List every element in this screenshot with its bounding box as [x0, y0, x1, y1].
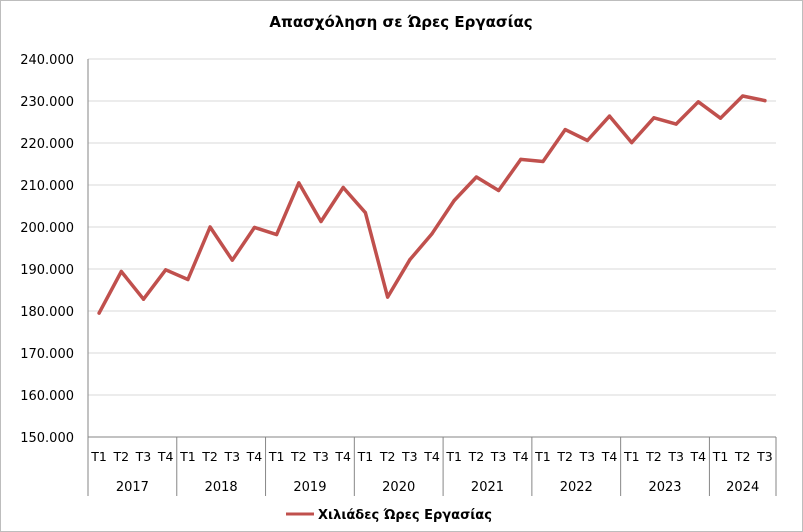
- x-tick-label: T3: [223, 449, 240, 464]
- x-tick-label: T3: [756, 449, 773, 464]
- data-point: [652, 116, 656, 120]
- data-point: [363, 211, 368, 215]
- y-tick-label: 170.000: [20, 347, 74, 362]
- x-tick-label: T2: [201, 449, 218, 464]
- data-point: [275, 232, 279, 237]
- data-point: [674, 122, 678, 126]
- chart-title: Απασχόληση σε Ώρες Εργασίας: [269, 13, 532, 31]
- x-tick-label: T3: [579, 449, 596, 464]
- x-tick-label: T4: [690, 449, 707, 464]
- year-label: 2023: [648, 480, 681, 495]
- x-tick-label: T3: [490, 449, 507, 464]
- year-label: 2019: [293, 480, 326, 495]
- series-line: [97, 94, 767, 315]
- y-tick-label: 180.000: [20, 305, 74, 320]
- y-tick-label: 200.000: [20, 221, 74, 236]
- x-tick-label: T2: [468, 449, 485, 464]
- data-point: [718, 116, 723, 120]
- data-point: [319, 219, 323, 224]
- y-tick-label: 230.000: [20, 95, 74, 110]
- data-point: [341, 185, 345, 190]
- data-point: [585, 138, 589, 143]
- x-tick-label: T3: [667, 449, 684, 464]
- data-point: [230, 258, 234, 262]
- data-point: [430, 232, 434, 236]
- x-tick-label: T2: [645, 449, 662, 464]
- x-tick-label: T1: [90, 449, 107, 464]
- data-point: [630, 140, 634, 145]
- x-tick-label: T4: [423, 449, 440, 464]
- x-tick-label: T2: [112, 449, 129, 464]
- year-label: 2017: [116, 480, 149, 495]
- data-point: [519, 157, 523, 161]
- x-tick-label: T1: [268, 449, 285, 464]
- year-label: 2022: [560, 480, 593, 495]
- data-point: [186, 277, 190, 282]
- data-point: [119, 269, 123, 274]
- x-tick-label: T1: [357, 449, 374, 464]
- y-tick-label: 210.000: [20, 179, 74, 194]
- x-tick-label: T4: [601, 449, 618, 464]
- x-tick-label: T3: [312, 449, 329, 464]
- data-point: [141, 297, 146, 301]
- y-axis: 150.000 160.000 170.000 180.000 190.000 200.0…: [20, 53, 89, 446]
- data-point: [696, 100, 700, 104]
- legend: Χιλιάδες Ώρες Εργασίας: [286, 508, 492, 523]
- legend-label: Χιλιάδες Ώρες Εργασίας: [318, 508, 492, 523]
- data-point: [763, 98, 767, 103]
- year-label: 2024: [726, 480, 759, 495]
- x-tick-label: T4: [512, 449, 529, 464]
- data-point: [474, 175, 478, 179]
- data-point: [386, 295, 390, 299]
- x-tick-label: T2: [379, 449, 396, 464]
- x-tick-label: T1: [445, 449, 462, 464]
- year-label: 2018: [205, 480, 238, 495]
- y-tick-label: 150.000: [20, 431, 74, 446]
- data-point: [496, 188, 501, 193]
- series-layer: [97, 94, 767, 315]
- y-tick-label: 240.000: [20, 53, 74, 68]
- data-point: [208, 225, 212, 229]
- data-point: [164, 268, 168, 272]
- y-tick-label: 220.000: [20, 137, 74, 152]
- data-point: [607, 114, 612, 118]
- y-tick-label: 160.000: [20, 389, 74, 404]
- x-tick-label: T2: [556, 449, 573, 464]
- data-point: [297, 181, 301, 185]
- y-tick-label: 190.000: [20, 263, 74, 278]
- x-tick-label: T1: [712, 449, 729, 464]
- x-tick-label: T4: [246, 449, 263, 464]
- data-point: [97, 311, 101, 315]
- x-tick-label: T2: [290, 449, 307, 464]
- x-tick-label: T1: [623, 449, 640, 464]
- data-point: [408, 258, 412, 262]
- data-point: [563, 127, 567, 132]
- year-label: 2020: [382, 480, 415, 495]
- data-point: [541, 159, 545, 164]
- data-point: [741, 94, 745, 98]
- data-point: [252, 225, 257, 230]
- x-tick-label: T2: [734, 449, 751, 464]
- x-tick-label: T3: [401, 449, 418, 464]
- x-tick-label: T4: [334, 449, 351, 464]
- gridlines: [88, 58, 776, 438]
- x-axis: T1 T2 T3 T4 T1 T2 T3 T4 T1 T2 T3 T4 T1 T2 T3 T4 T1 T2 T3 T4…: [87, 436, 777, 496]
- year-label: 2021: [471, 480, 504, 495]
- x-tick-label: T1: [534, 449, 551, 464]
- x-tick-label: T4: [157, 449, 174, 464]
- data-point: [452, 198, 456, 203]
- x-tick-label: T3: [135, 449, 152, 464]
- x-tick-label: T1: [179, 449, 196, 464]
